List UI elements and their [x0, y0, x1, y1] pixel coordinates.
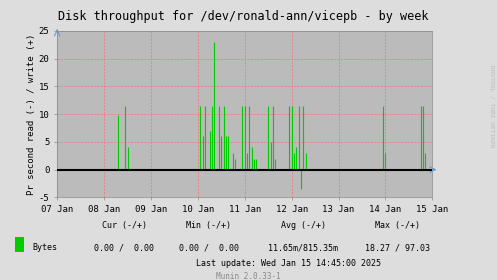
Text: Munin 2.0.33-1: Munin 2.0.33-1: [216, 272, 281, 280]
Text: 0.00 /  0.00: 0.00 / 0.00: [179, 243, 239, 252]
Text: Bytes: Bytes: [32, 243, 57, 252]
Text: Avg (-/+): Avg (-/+): [281, 221, 326, 230]
Text: RRDTOOL / TOBI OETIKER: RRDTOOL / TOBI OETIKER: [490, 65, 495, 148]
Text: 18.27 / 97.03: 18.27 / 97.03: [365, 243, 430, 252]
Text: Cur (-/+): Cur (-/+): [102, 221, 147, 230]
Text: Disk throughput for /dev/ronald-ann/vicepb - by week: Disk throughput for /dev/ronald-ann/vice…: [58, 10, 429, 23]
Text: 0.00 /  0.00: 0.00 / 0.00: [94, 243, 154, 252]
Text: Last update: Wed Jan 15 14:45:00 2025: Last update: Wed Jan 15 14:45:00 2025: [196, 259, 381, 268]
Text: 11.65m/815.35m: 11.65m/815.35m: [268, 243, 338, 252]
Text: Min (-/+): Min (-/+): [186, 221, 231, 230]
Text: Max (-/+): Max (-/+): [375, 221, 420, 230]
Y-axis label: Pr second read (-) / write (+): Pr second read (-) / write (+): [27, 34, 36, 195]
